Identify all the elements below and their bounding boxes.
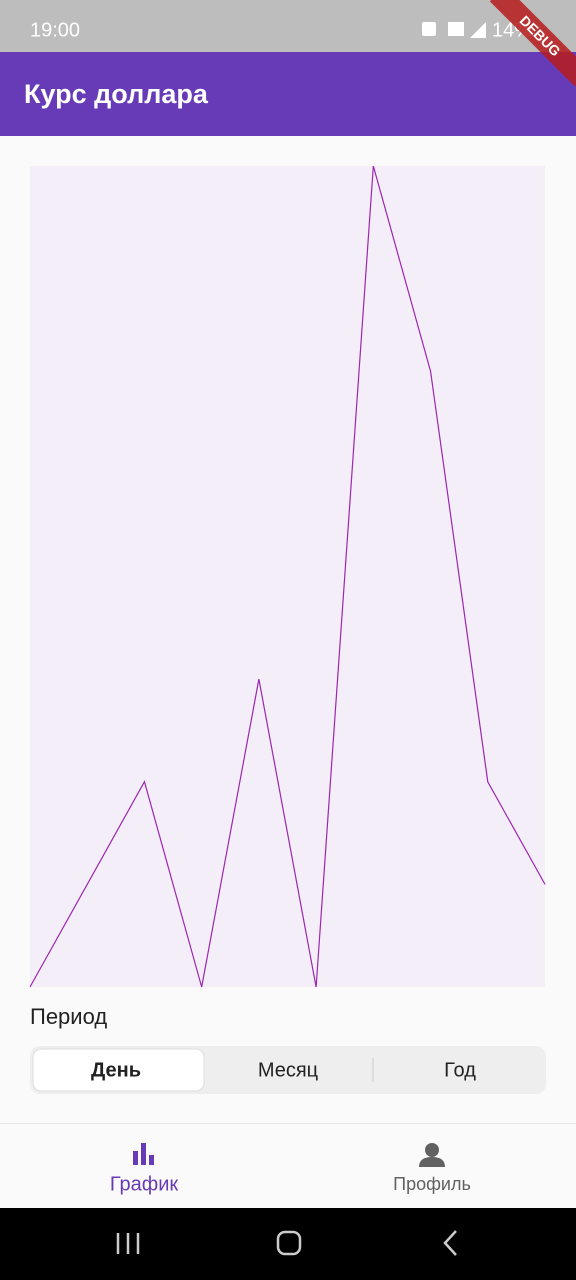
nav-item[interactable]: Профиль (393, 1174, 471, 1194)
period-label: Период (30, 1004, 107, 1029)
segment-selected (32, 1048, 205, 1092)
bottom-nav (0, 1123, 576, 1208)
nav-item[interactable]: График (110, 1173, 179, 1195)
segment-option[interactable]: Месяц (258, 1059, 318, 1081)
profile-icon (419, 1143, 445, 1167)
chart-icon (133, 1143, 154, 1165)
app-bar (0, 52, 576, 136)
status-icons (422, 22, 486, 38)
chart-area (30, 166, 545, 987)
segment-option[interactable]: День (91, 1059, 141, 1081)
status-bar (0, 0, 576, 52)
status-time: 19:00 (30, 19, 80, 41)
system-nav (0, 1208, 576, 1280)
line-series (29, 165, 546, 988)
app-title: Курс доллара (24, 79, 209, 109)
segment-option[interactable]: Год (444, 1059, 476, 1081)
system-buttons (116, 1230, 457, 1256)
